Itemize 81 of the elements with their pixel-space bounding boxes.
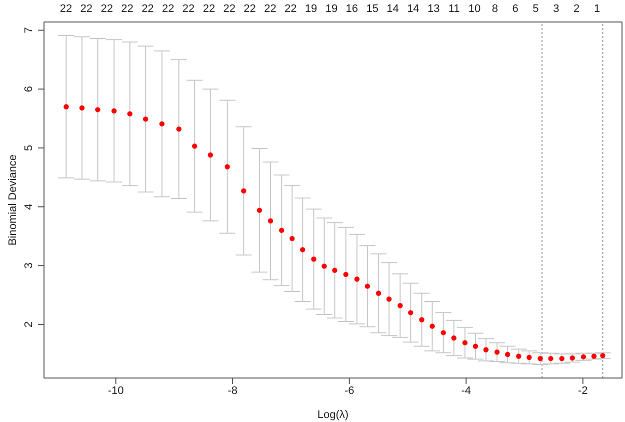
point (159, 121, 165, 126)
point (142, 116, 148, 122)
point (268, 218, 274, 224)
point (322, 264, 327, 269)
point (290, 236, 295, 242)
point (398, 303, 403, 308)
point (300, 247, 306, 252)
y-tick-label: 7 (23, 27, 35, 34)
point (430, 324, 435, 329)
point (127, 111, 132, 116)
text: 11 (448, 3, 460, 15)
point (526, 354, 532, 360)
y-tick-label: 2 (23, 321, 35, 328)
point (256, 208, 262, 213)
y-tick-label: 5 (23, 144, 35, 151)
point (111, 108, 117, 114)
x-axis-title: Log(λ) (317, 409, 349, 421)
point (548, 356, 554, 362)
point (241, 188, 246, 194)
text: 22 (223, 3, 236, 15)
point (483, 347, 489, 352)
y-tick-label: 3 (23, 262, 35, 269)
text: 13 (427, 3, 440, 15)
text: 5 (532, 3, 539, 15)
point (559, 356, 564, 362)
point (332, 268, 338, 273)
point (95, 107, 100, 112)
text: 10 (468, 3, 481, 15)
point (376, 290, 382, 296)
point (343, 272, 348, 278)
text: 22 (142, 3, 154, 15)
x-tick-label: -8 (228, 384, 238, 397)
point (538, 356, 543, 362)
point (224, 164, 230, 170)
text: 22 (284, 3, 297, 15)
point (64, 104, 69, 110)
y-tick-label: 6 (23, 86, 35, 92)
point (419, 317, 424, 322)
text: 1 (594, 3, 600, 15)
text: 14 (386, 3, 399, 15)
text: 22 (264, 3, 276, 15)
point (79, 105, 85, 111)
text: 19 (325, 3, 338, 15)
point (279, 228, 284, 233)
text: 16 (346, 3, 358, 15)
point (354, 276, 360, 282)
point (386, 296, 392, 302)
text: 22 (162, 3, 174, 15)
y-tick-label: 4 (23, 204, 35, 210)
x-tick-label: -10 (108, 384, 124, 397)
point (451, 335, 456, 341)
text: 8 (492, 3, 498, 15)
point (364, 284, 370, 289)
point (176, 126, 182, 132)
text: 3 (553, 3, 560, 15)
point (462, 340, 468, 346)
point (494, 350, 500, 355)
text: 14 (407, 3, 420, 15)
point (504, 352, 510, 358)
text: 22 (182, 3, 195, 15)
point (208, 152, 213, 158)
point (311, 256, 316, 262)
text: 22 (121, 3, 134, 15)
point (516, 354, 522, 359)
x-tick-label: -2 (578, 384, 588, 397)
text: 22 (202, 3, 216, 15)
text: 22 (100, 3, 113, 15)
text: 19 (304, 3, 318, 15)
x-tick-label: -4 (461, 384, 472, 397)
point (472, 344, 478, 349)
point (440, 330, 446, 336)
point (192, 144, 198, 149)
point (408, 310, 414, 316)
text: 6 (512, 3, 518, 15)
text: 15 (366, 3, 378, 15)
text: 2 (574, 3, 580, 15)
text: 22 (80, 3, 93, 15)
text: 22 (244, 3, 256, 15)
y-axis-title: Binomial Deviance (6, 154, 19, 246)
x-tick-label: -6 (344, 384, 354, 397)
text: 22 (60, 3, 72, 15)
